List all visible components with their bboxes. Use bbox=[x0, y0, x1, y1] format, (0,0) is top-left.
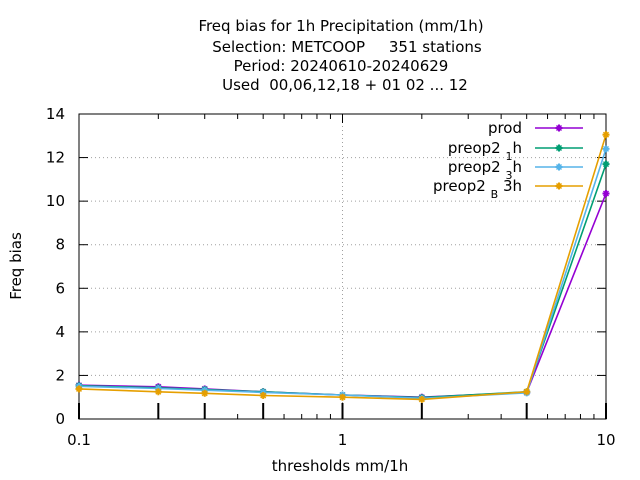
point-mark-d2 bbox=[602, 161, 610, 168]
data-point bbox=[602, 131, 610, 139]
data-point bbox=[154, 388, 162, 396]
point-mark-d2 bbox=[260, 392, 267, 399]
point-mark-d2 bbox=[602, 131, 610, 138]
title-line-3: Period: 20240610-20240629 bbox=[234, 57, 449, 75]
legend-mark-d2 bbox=[555, 144, 563, 152]
y-tick-label: 8 bbox=[55, 236, 65, 254]
series-line-3 bbox=[78, 134, 607, 401]
point-mark-d2 bbox=[418, 396, 425, 403]
title-line-4: Used 00,06,12,18 + 01 02 ... 12 bbox=[222, 76, 468, 94]
x-tick-label: 1 bbox=[338, 431, 348, 449]
data-point bbox=[339, 393, 346, 401]
legend-label-1: preop2 1h bbox=[448, 139, 522, 163]
legend-mark-d2 bbox=[555, 163, 563, 171]
data-point bbox=[201, 389, 209, 397]
x-tick-label: 0.1 bbox=[67, 431, 91, 449]
point-mark-d2 bbox=[75, 385, 83, 392]
y-tick-label: 6 bbox=[55, 279, 65, 297]
point-mark-d2 bbox=[339, 394, 346, 401]
legend-label-0: prod bbox=[488, 119, 522, 137]
data-point bbox=[602, 145, 610, 153]
point-mark-d2 bbox=[602, 145, 610, 152]
y-tick-label: 2 bbox=[55, 366, 65, 384]
point-mark-d2 bbox=[155, 388, 162, 395]
data-point bbox=[418, 395, 426, 403]
data-point bbox=[523, 388, 531, 396]
legend-label-2: preop2 3h bbox=[448, 158, 522, 182]
x-tick-label: 10 bbox=[596, 431, 615, 449]
legend-mark-d2 bbox=[555, 124, 563, 132]
y-tick-label: 10 bbox=[46, 192, 65, 210]
grid bbox=[79, 114, 606, 419]
axes: 0 2 4 6 8 10 12 14 0.1 1 10 bbox=[46, 105, 616, 449]
y-axis-label: Freq bias bbox=[7, 232, 25, 300]
data-point bbox=[602, 190, 610, 198]
y-tick-label: 4 bbox=[55, 323, 65, 341]
legend-mark-d2 bbox=[555, 182, 563, 190]
point-mark-d2 bbox=[602, 190, 610, 197]
series-lines bbox=[75, 131, 610, 403]
legend-label-3: preop2 B 3h bbox=[433, 177, 522, 201]
x-axis-label: thresholds mm/1h bbox=[272, 457, 409, 475]
y-tick-label: 0 bbox=[55, 410, 65, 428]
point-mark-d2 bbox=[201, 390, 208, 397]
y-tick-label: 14 bbox=[46, 105, 65, 123]
title-line-2: Selection: METCOOP 351 stations bbox=[212, 38, 482, 56]
data-point bbox=[259, 391, 267, 399]
y-tick-label: 12 bbox=[46, 149, 65, 167]
point-mark-d2 bbox=[523, 388, 530, 395]
data-point bbox=[75, 385, 83, 393]
data-point bbox=[602, 160, 610, 168]
chart-title: Freq bias for 1h Precipitation (mm/1h) S… bbox=[198, 17, 483, 94]
title-line-1: Freq bias for 1h Precipitation (mm/1h) bbox=[198, 17, 483, 35]
